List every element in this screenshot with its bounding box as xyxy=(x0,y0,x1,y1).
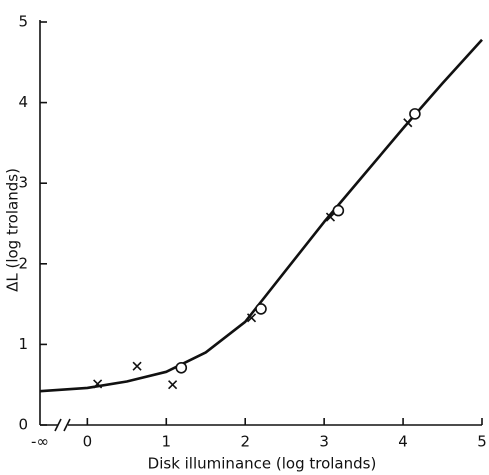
y-tick-label: 2 xyxy=(18,254,28,272)
y-tick-label: 1 xyxy=(18,335,28,353)
x-tick-label: 3 xyxy=(319,433,329,451)
y-tick-label: 3 xyxy=(18,174,28,192)
circle-marker xyxy=(332,204,345,217)
x-marker xyxy=(168,380,178,390)
x-tick-label: 0 xyxy=(83,433,93,451)
x-marker xyxy=(325,212,336,222)
circle-marker xyxy=(409,108,421,120)
y-tick-label: 5 xyxy=(18,13,28,31)
y-tick-label: 4 xyxy=(18,93,28,111)
circle-marker xyxy=(175,361,188,374)
y-axis-label: ΔL (log trolands) xyxy=(4,168,22,292)
x-marker xyxy=(93,379,103,389)
x-tick-label: 4 xyxy=(398,433,408,451)
x-marker xyxy=(403,118,413,128)
x-tick-label: -∞ xyxy=(31,433,49,451)
x-tick-label: 5 xyxy=(477,433,487,451)
circle-marker xyxy=(255,303,267,315)
x-tick-label: 1 xyxy=(162,433,172,451)
x-axis-label: Disk illuminance (log trolands) xyxy=(148,455,377,473)
y-tick-label: 0 xyxy=(18,416,28,434)
fit-curve xyxy=(39,38,483,393)
x-marker xyxy=(246,313,257,323)
x-marker xyxy=(132,361,142,371)
axis-break xyxy=(63,418,71,432)
x-tick-label: 2 xyxy=(240,433,250,451)
axis-break xyxy=(54,418,62,432)
